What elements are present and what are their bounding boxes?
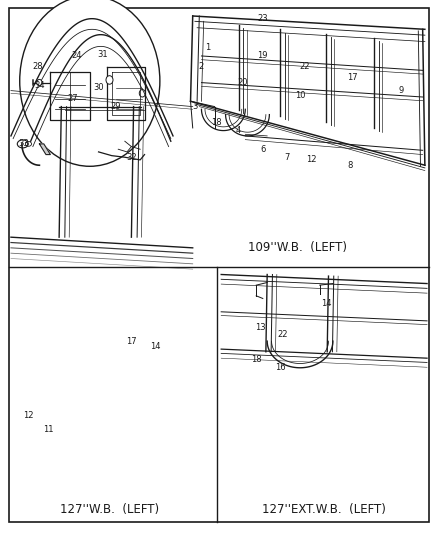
Circle shape	[106, 76, 113, 84]
Text: 32: 32	[126, 153, 137, 161]
Text: 33: 33	[19, 140, 29, 148]
Text: 127''EXT.W.B.  (LEFT): 127''EXT.W.B. (LEFT)	[262, 503, 386, 515]
Text: 11: 11	[43, 425, 53, 433]
Text: 18: 18	[212, 118, 222, 127]
Text: 19: 19	[258, 52, 268, 60]
Text: 31: 31	[98, 50, 108, 59]
Text: 30: 30	[93, 84, 104, 92]
Text: 109''W.B.  (LEFT): 109''W.B. (LEFT)	[248, 241, 347, 254]
Text: 28: 28	[32, 62, 42, 71]
Text: 2: 2	[199, 62, 204, 71]
Text: 127''W.B.  (LEFT): 127''W.B. (LEFT)	[60, 503, 159, 515]
Text: 20: 20	[238, 78, 248, 87]
Text: 7: 7	[284, 153, 290, 161]
Text: 12: 12	[306, 156, 316, 164]
Text: 8: 8	[348, 161, 353, 169]
Text: 17: 17	[347, 73, 358, 82]
Text: 10: 10	[295, 92, 305, 100]
Circle shape	[37, 79, 42, 86]
Text: 16: 16	[275, 364, 286, 372]
Polygon shape	[39, 144, 50, 155]
Text: 4: 4	[236, 126, 241, 135]
Text: 14: 14	[150, 342, 161, 351]
Text: 12: 12	[23, 411, 34, 420]
Text: 13: 13	[255, 324, 266, 332]
Text: 23: 23	[258, 14, 268, 23]
Circle shape	[20, 0, 160, 166]
Text: 3: 3	[192, 102, 198, 111]
Text: 27: 27	[67, 94, 78, 103]
Text: 22: 22	[277, 330, 288, 339]
Text: 6: 6	[260, 145, 265, 154]
Text: 14: 14	[321, 300, 332, 308]
Text: 24: 24	[71, 52, 82, 60]
Text: 29: 29	[111, 102, 121, 111]
Text: 9: 9	[398, 86, 403, 95]
Text: 17: 17	[126, 337, 137, 345]
Text: 34: 34	[34, 81, 45, 90]
Text: 18: 18	[251, 356, 261, 364]
Text: 1: 1	[205, 44, 211, 52]
Text: 22: 22	[299, 62, 310, 71]
